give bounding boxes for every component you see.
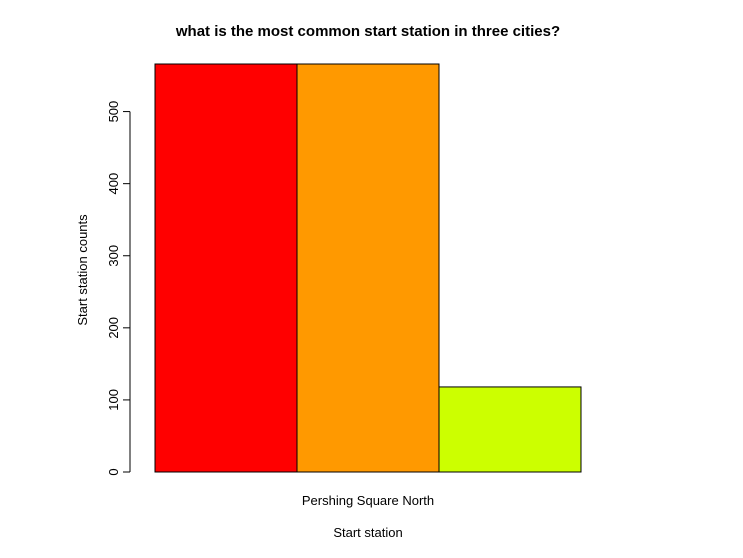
bars-group <box>154 63 582 473</box>
y-axis: 0 100 200 300 400 500 <box>106 101 131 476</box>
y-axis-title: Start station counts <box>75 214 90 326</box>
chart-title: what is the most common start station in… <box>175 23 560 40</box>
bar-3 <box>438 386 582 473</box>
bar-2 <box>296 63 440 473</box>
y-tick-label: 200 <box>106 317 121 339</box>
bar-1 <box>154 63 298 473</box>
y-tick-label: 400 <box>106 173 121 195</box>
y-tick-label: 100 <box>106 389 121 411</box>
y-tick-label: 300 <box>106 245 121 267</box>
y-tick-label: 0 <box>106 468 121 475</box>
x-category-label: Pershing Square North <box>302 493 434 508</box>
x-axis-title: Start station <box>333 525 402 540</box>
y-tick-label: 500 <box>106 101 121 123</box>
